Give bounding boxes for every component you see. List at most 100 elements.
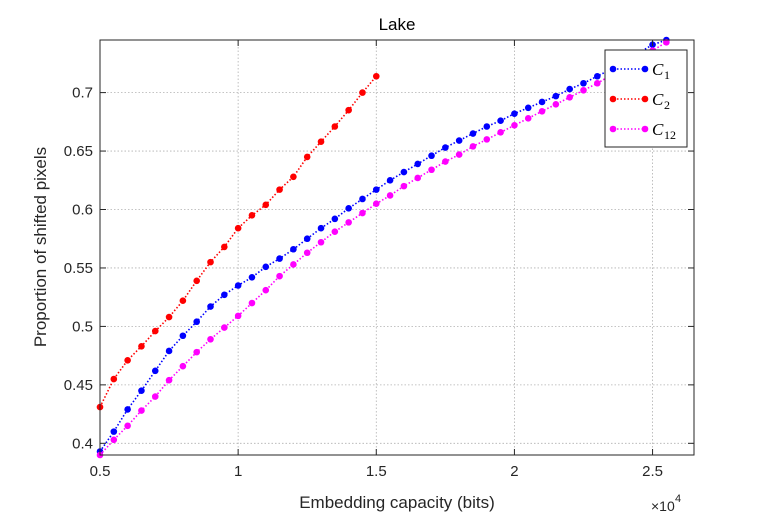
y-tick-label: 0.65 xyxy=(64,143,93,160)
data-point xyxy=(455,137,463,144)
x-axis: 0.5 1 1.5 2 2.5 xyxy=(90,40,663,480)
data-point xyxy=(483,123,491,130)
data-point xyxy=(276,272,283,280)
data-point xyxy=(290,173,297,181)
data-point xyxy=(511,110,518,117)
data-point xyxy=(455,151,463,158)
x-tick-label: 1.5 xyxy=(366,463,387,480)
data-point xyxy=(345,205,352,212)
data-point xyxy=(442,144,449,151)
data-point xyxy=(317,238,325,246)
y-tick-label: 0.55 xyxy=(64,260,93,277)
legend-marker xyxy=(609,95,617,103)
data-point xyxy=(580,79,587,87)
data-point xyxy=(221,324,228,331)
data-point xyxy=(469,130,477,137)
y-tick-label: 0.5 xyxy=(72,318,93,335)
data-point xyxy=(331,215,339,223)
data-point xyxy=(110,375,118,383)
data-point xyxy=(428,152,435,160)
data-point xyxy=(414,174,422,182)
data-point xyxy=(262,286,270,294)
legend-label: C xyxy=(652,60,664,79)
legend-label-subscript: 1 xyxy=(664,68,670,82)
data-point xyxy=(138,407,145,414)
x-axis-exponent-power: 4 xyxy=(675,493,681,505)
legend-entry-c12: C 12 xyxy=(609,120,676,142)
data-point xyxy=(400,168,408,176)
data-point xyxy=(303,153,311,161)
data-point xyxy=(110,428,118,435)
x-tick-label: 1 xyxy=(234,463,242,480)
legend-label-subscript: 2 xyxy=(664,98,670,112)
y-tick-label: 0.45 xyxy=(64,377,93,394)
series-c2 xyxy=(96,72,380,411)
data-point xyxy=(428,166,435,174)
data-point xyxy=(386,176,394,184)
data-point xyxy=(414,160,422,168)
data-point xyxy=(124,406,131,413)
x-axis-label: Embedding capacity (bits) xyxy=(299,493,495,512)
data-point xyxy=(124,357,131,364)
x-tick-label: 0.5 xyxy=(90,463,111,480)
data-point xyxy=(276,255,283,262)
data-point xyxy=(138,387,145,395)
plot-area xyxy=(100,40,694,455)
series-c1 xyxy=(96,36,670,455)
data-point xyxy=(179,362,187,370)
legend-marker xyxy=(641,65,649,73)
data-point xyxy=(359,209,366,217)
data-point xyxy=(234,224,242,232)
data-point xyxy=(207,335,214,343)
data-point xyxy=(524,104,532,112)
legend: C 1C 2C 12 xyxy=(604,49,688,148)
data-point xyxy=(248,274,256,281)
legend-marker xyxy=(641,125,649,133)
legend-marker xyxy=(609,65,617,73)
legend-label-subscript: 12 xyxy=(664,128,676,142)
data-point xyxy=(400,182,408,190)
data-point xyxy=(594,79,601,87)
data-point xyxy=(566,93,573,101)
data-point xyxy=(538,108,546,115)
data-point xyxy=(151,367,159,375)
data-point xyxy=(207,258,214,266)
data-point xyxy=(524,115,532,122)
data-point xyxy=(262,201,270,209)
data-point xyxy=(483,136,491,143)
legend-marker xyxy=(641,95,649,103)
data-point xyxy=(469,143,477,150)
data-point xyxy=(552,100,560,108)
data-point xyxy=(552,92,560,100)
plot-frame xyxy=(99,39,695,456)
data-point xyxy=(110,436,118,444)
data-point xyxy=(151,327,159,335)
data-point xyxy=(290,245,297,253)
data-point xyxy=(179,297,187,304)
data-point xyxy=(511,122,518,129)
data-point xyxy=(221,291,228,299)
data-point xyxy=(165,376,173,384)
y-tick-label: 0.7 xyxy=(72,85,93,102)
data-point xyxy=(303,249,311,257)
data-point xyxy=(124,422,131,430)
data-point xyxy=(221,243,228,251)
series-layer xyxy=(96,36,670,459)
data-point xyxy=(290,261,297,268)
y-tick-label: 0.6 xyxy=(72,202,93,219)
series-line xyxy=(99,75,377,408)
data-point xyxy=(234,312,242,320)
legend-label: C xyxy=(652,90,664,109)
data-point xyxy=(372,186,380,193)
data-point xyxy=(372,72,380,80)
y-tick-label: 0.4 xyxy=(72,435,93,452)
data-point xyxy=(331,228,339,236)
data-point xyxy=(179,332,187,340)
data-point xyxy=(359,195,366,203)
data-point xyxy=(234,282,242,289)
data-point xyxy=(594,72,601,80)
chart-title: Lake xyxy=(379,15,416,34)
